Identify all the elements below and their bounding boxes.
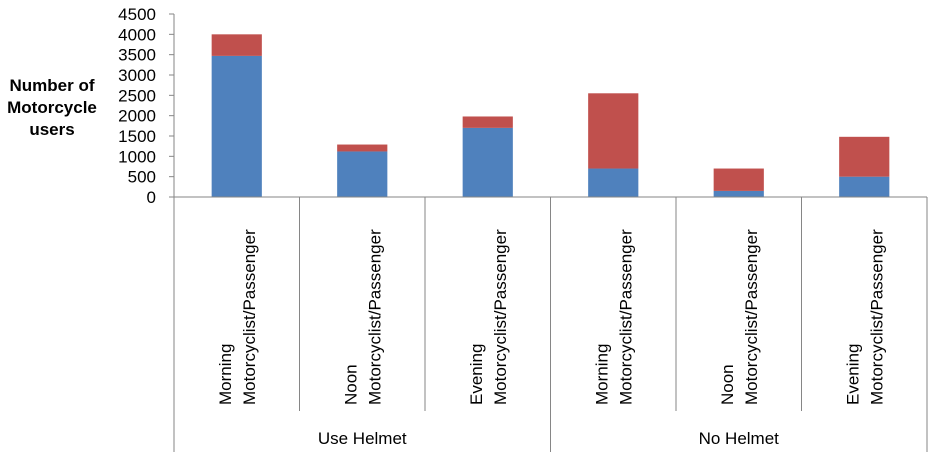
- x-category-label: Motorcyclist/Passenger: [240, 229, 259, 405]
- bar-segment-series-2: [713, 168, 764, 191]
- bar-segment-series-1: [462, 127, 513, 197]
- x-category-label: Morning: [592, 344, 611, 405]
- x-category-label: Motorcyclist/Passenger: [616, 229, 635, 405]
- x-group-label: No Helmet: [699, 429, 780, 448]
- bar-segment-series-2: [211, 34, 262, 56]
- y-axis-label-line: Number of: [10, 76, 95, 95]
- y-tick-label: 1500: [118, 127, 156, 146]
- x-category-label: Evening: [843, 344, 862, 405]
- bar-segment-series-2: [839, 136, 890, 177]
- y-axis-label: Number of Motorcycle users: [7, 76, 97, 139]
- bar-segment-series-1: [211, 55, 262, 198]
- y-axis-title: Number of Motorcycle users: [7, 76, 97, 139]
- x-group-label: Use Helmet: [318, 429, 407, 448]
- y-tick-label: 3500: [118, 46, 156, 65]
- y-tick-label: 3000: [118, 66, 156, 85]
- bar-segment-series-1: [839, 176, 890, 197]
- x-category-label: Noon: [718, 364, 737, 405]
- y-axis-label-line: users: [29, 120, 74, 139]
- bar-segment-series-1: [713, 190, 764, 197]
- x-axis: Morning Motorcyclist/Passenger Noon Motorcy…: [173, 196, 928, 452]
- y-tick-label: 2500: [118, 86, 156, 105]
- x-category-label: Motorcyclist/Passenger: [491, 229, 510, 405]
- y-tick-label: 1000: [118, 147, 156, 166]
- y-tick-label: 2000: [118, 107, 156, 126]
- x-category-label: Morning: [216, 344, 235, 405]
- bar-segment-series-2: [462, 116, 513, 128]
- y-axis-label-line: Motorcycle: [7, 98, 97, 117]
- x-category-label: Motorcyclist/Passenger: [867, 229, 886, 405]
- y-tick-label: 4000: [118, 25, 156, 44]
- y-tick-label: 500: [128, 168, 156, 187]
- bar-segment-series-2: [337, 144, 388, 152]
- y-tick-label: 0: [147, 188, 156, 207]
- bar-segment-series-1: [588, 168, 639, 197]
- bar-segment-series-1: [337, 151, 388, 197]
- x-category-label: Evening: [467, 344, 486, 405]
- y-tick-label: 4500: [118, 5, 156, 24]
- x-category-label: Noon: [341, 364, 360, 405]
- x-category-label: Motorcyclist/Passenger: [742, 229, 761, 405]
- bar-segment-series-2: [588, 93, 639, 169]
- bars: [211, 34, 890, 198]
- x-category-label: Motorcyclist/Passenger: [365, 229, 384, 405]
